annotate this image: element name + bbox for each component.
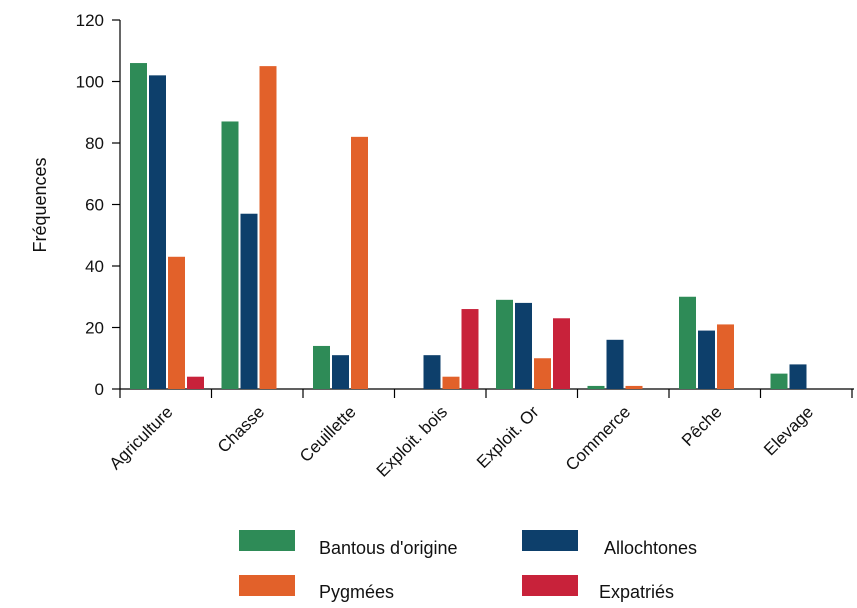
y-tick-label: 80 <box>85 134 104 153</box>
bar <box>770 373 788 389</box>
y-axis-title-group: Fréquences <box>30 157 50 252</box>
y-axis: 0 20 40 60 80 100 120 <box>76 11 121 399</box>
bar-group-6 <box>679 296 734 389</box>
bar <box>240 213 258 389</box>
y-tick-label: 120 <box>76 11 104 30</box>
bars <box>130 63 807 390</box>
bar <box>149 75 166 389</box>
legend-swatch <box>522 530 578 551</box>
bar <box>168 256 185 389</box>
bar <box>423 355 441 389</box>
bar <box>698 330 715 389</box>
bar <box>789 364 807 389</box>
bar <box>534 358 551 389</box>
legend-item: Pygmées <box>239 575 394 602</box>
legend-label: Bantous d'origine <box>319 538 458 558</box>
bar-group-4 <box>496 299 570 389</box>
bar-group-3 <box>423 309 479 389</box>
bar <box>496 299 513 389</box>
bar <box>351 136 368 389</box>
category-labels: Agriculture Chasse Ceuillette Exploit. bois… <box>106 402 817 480</box>
bar <box>442 376 460 389</box>
bar-group-7 <box>770 364 807 389</box>
legend-item: Expatriés <box>522 575 674 602</box>
x-tick-label: Exploit. Or <box>473 402 543 472</box>
bar <box>259 66 277 389</box>
bar <box>515 302 532 389</box>
x-axis <box>119 388 854 398</box>
x-tick-label: Chasse <box>214 402 268 456</box>
y-tick-label: 60 <box>85 196 104 215</box>
y-tick-label: 0 <box>95 380 104 399</box>
bar <box>625 385 643 389</box>
bar <box>553 318 570 389</box>
legend-label: Allochtones <box>604 538 697 558</box>
x-tick-label: Commerce <box>562 402 634 474</box>
bar <box>679 296 696 389</box>
x-tick-label: Elevage <box>760 402 817 459</box>
x-tick-label: Pêche <box>678 402 726 450</box>
bar <box>717 324 734 389</box>
legend-item: Allochtones <box>522 530 697 558</box>
bar-group-2 <box>313 136 368 389</box>
legend-item: Bantous d'origine <box>239 530 458 558</box>
bar <box>221 121 239 389</box>
y-tick-label: 40 <box>85 257 104 276</box>
y-axis-title: Fréquences <box>30 157 50 252</box>
bar-group-1 <box>221 66 277 389</box>
bar <box>313 345 330 389</box>
legend-label: Pygmées <box>319 582 394 602</box>
bar <box>461 309 479 389</box>
bar-group-5 <box>587 339 643 389</box>
bar <box>587 385 605 389</box>
x-tick-label: Agriculture <box>106 402 177 473</box>
legend-label: Expatriés <box>599 582 674 602</box>
x-tick-label: Ceuillette <box>296 402 360 466</box>
legend: Bantous d'origine Allochtones Pygmées Expat… <box>239 530 697 602</box>
bar <box>332 355 349 389</box>
y-tick-label: 100 <box>76 73 104 92</box>
legend-swatch <box>522 575 578 596</box>
bar <box>130 63 147 390</box>
x-tick-label: Exploit. bois <box>373 402 451 480</box>
y-tick-label: 20 <box>85 319 104 338</box>
bar <box>606 339 624 389</box>
bar-group-0 <box>130 63 204 390</box>
bar <box>187 376 204 389</box>
legend-swatch <box>239 575 295 596</box>
legend-swatch <box>239 530 295 551</box>
